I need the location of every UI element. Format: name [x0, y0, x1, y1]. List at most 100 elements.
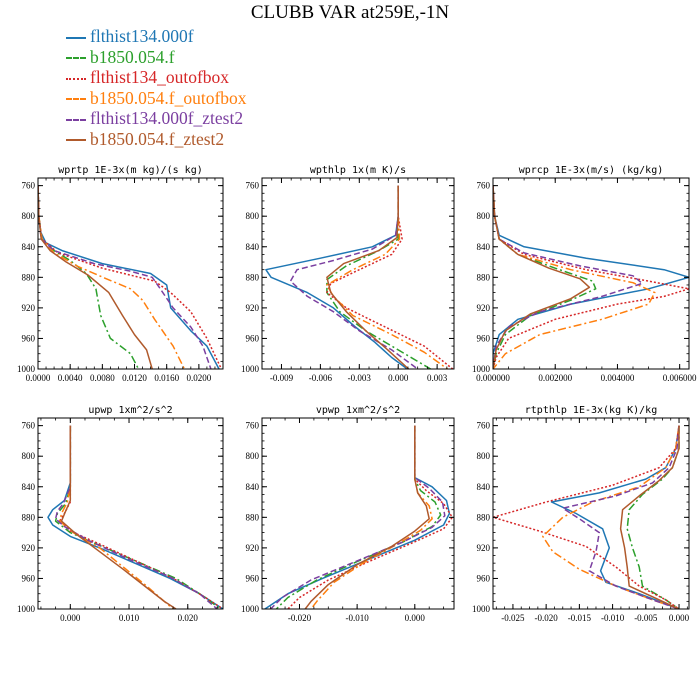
series-line [47, 425, 223, 609]
series-line [550, 425, 680, 609]
y-tick-label: 880 [246, 512, 260, 522]
x-tick-label: 0.0080 [90, 373, 115, 383]
x-tick-label: -0.015 [568, 613, 592, 623]
legend-label: flthist134.000f [90, 26, 194, 46]
y-tick-label: 880 [477, 512, 491, 522]
x-tick-label: 0.000 [60, 613, 81, 623]
legend-label: b1850.054.f_outofbox [90, 87, 247, 108]
plot-frame [492, 177, 690, 370]
x-tick-label: 0.0200 [186, 373, 211, 383]
series-line [542, 425, 680, 609]
legend: flthist134.000f b1850.054.f flthist134_o… [66, 26, 247, 149]
series-line [54, 425, 221, 609]
legend-label: b1850.054.f_ztest2 [90, 128, 225, 149]
series-group [47, 425, 223, 609]
series-line [38, 185, 223, 369]
series-line [38, 185, 140, 369]
series-line [54, 425, 218, 609]
plot-frame [37, 177, 224, 370]
series-line [493, 185, 689, 369]
x-tick-label: -0.009 [270, 373, 294, 383]
legend-swatch [66, 118, 86, 121]
x-tick-label: 0.000 [405, 613, 426, 623]
chart-title: upwp 1xm^2/s^2 [88, 405, 172, 416]
y-tick-label: 880 [22, 272, 36, 282]
x-tick-label: 0.0040 [58, 373, 83, 383]
chart-title: rtpthlp 1E-3x(kg K)/kg [525, 405, 657, 416]
y-tick-label: 920 [477, 303, 491, 313]
y-tick-label: 920 [246, 303, 260, 313]
series-line [289, 185, 419, 369]
chart-panel: wprcp 1E-3x(m/s) (kg/kg) 760 800 840 880 920 9… [472, 165, 697, 383]
chart-title: vpwp 1xm^2/s^2 [316, 405, 400, 416]
legend-item: flthist134.000f [66, 26, 247, 47]
y-tick-label: 760 [246, 421, 260, 431]
series-line [60, 425, 177, 609]
series-line [304, 425, 430, 609]
y-tick-label: 960 [22, 573, 36, 583]
y-tick-label: 880 [22, 512, 36, 522]
y-tick-label: 840 [246, 482, 260, 492]
y-tick-label: 760 [246, 181, 260, 191]
legend-item: flthist134_outofbox [66, 67, 247, 88]
legend-label: b1850.054.f [90, 46, 175, 67]
x-tick-label: 0.000000 [476, 373, 510, 383]
series-group [265, 185, 454, 369]
legend-item: b1850.054.f_outofbox [66, 88, 247, 109]
chart-title: wpthlp 1x(m K)/s [310, 165, 406, 176]
y-tick-label: 1000 [472, 364, 491, 374]
series-line [493, 185, 597, 369]
series-line [562, 425, 680, 609]
y-tick-label: 1000 [241, 604, 260, 614]
y-tick-label: 840 [22, 482, 36, 492]
x-tick-label: 0.0120 [122, 373, 147, 383]
legend-item: flthist134.000f_ztest2 [66, 108, 247, 129]
plot-frame [261, 417, 455, 610]
series-line [326, 185, 410, 369]
series-line [58, 425, 174, 609]
series-line [619, 425, 680, 609]
x-tick-label: -0.005 [634, 613, 658, 623]
y-tick-label: 800 [246, 211, 260, 221]
x-tick-label: -0.003 [348, 373, 372, 383]
y-tick-label: 1000 [472, 604, 491, 614]
y-tick-label: 840 [246, 242, 260, 252]
y-tick-label: 920 [477, 543, 491, 553]
x-tick-label: -0.025 [501, 613, 525, 623]
chart-panel: vpwp 1xm^2/s^2 760 800 840 880 920 960 1000 -0.0… [241, 405, 455, 623]
series-line [38, 185, 153, 369]
plot-frame [492, 417, 690, 610]
page-title: CLUBB VAR at259E,-1N [250, 2, 450, 23]
y-tick-label: 800 [22, 451, 36, 461]
y-tick-label: 840 [477, 482, 491, 492]
series-group [493, 185, 689, 369]
y-tick-label: 880 [246, 272, 260, 282]
x-tick-label: 0.000 [669, 613, 690, 623]
legend-item: b1850.054.f_ztest2 [66, 129, 247, 150]
series-line [275, 425, 442, 609]
y-tick-label: 840 [22, 242, 36, 252]
series-line [265, 185, 408, 369]
y-tick-label: 920 [22, 543, 36, 553]
series-line [326, 185, 454, 369]
legend-swatch [66, 36, 86, 39]
series-group [38, 185, 223, 369]
series-line [38, 185, 186, 369]
chart-panel: rtpthlp 1E-3x(kg K)/kg 760 800 840 880 920 960… [472, 405, 690, 623]
chart-panel: wprtp 1E-3x(m kg)/(s kg) 760 800 840 880 920 9… [17, 165, 224, 383]
series-line [310, 425, 433, 609]
y-tick-label: 800 [477, 211, 491, 221]
y-tick-label: 840 [477, 242, 491, 252]
series-group [264, 425, 454, 609]
y-tick-label: 1000 [17, 364, 36, 374]
x-tick-label: 0.0000 [26, 373, 51, 383]
x-tick-label: 0.006000 [663, 373, 697, 383]
legend-swatch [66, 77, 86, 80]
x-tick-label: 0.020 [178, 613, 199, 623]
series-line [38, 185, 220, 369]
y-tick-label: 960 [246, 573, 260, 583]
x-tick-label: -0.020 [535, 613, 559, 623]
legend-swatch [66, 57, 86, 60]
legend-label: flthist134_outofbox [90, 67, 230, 87]
